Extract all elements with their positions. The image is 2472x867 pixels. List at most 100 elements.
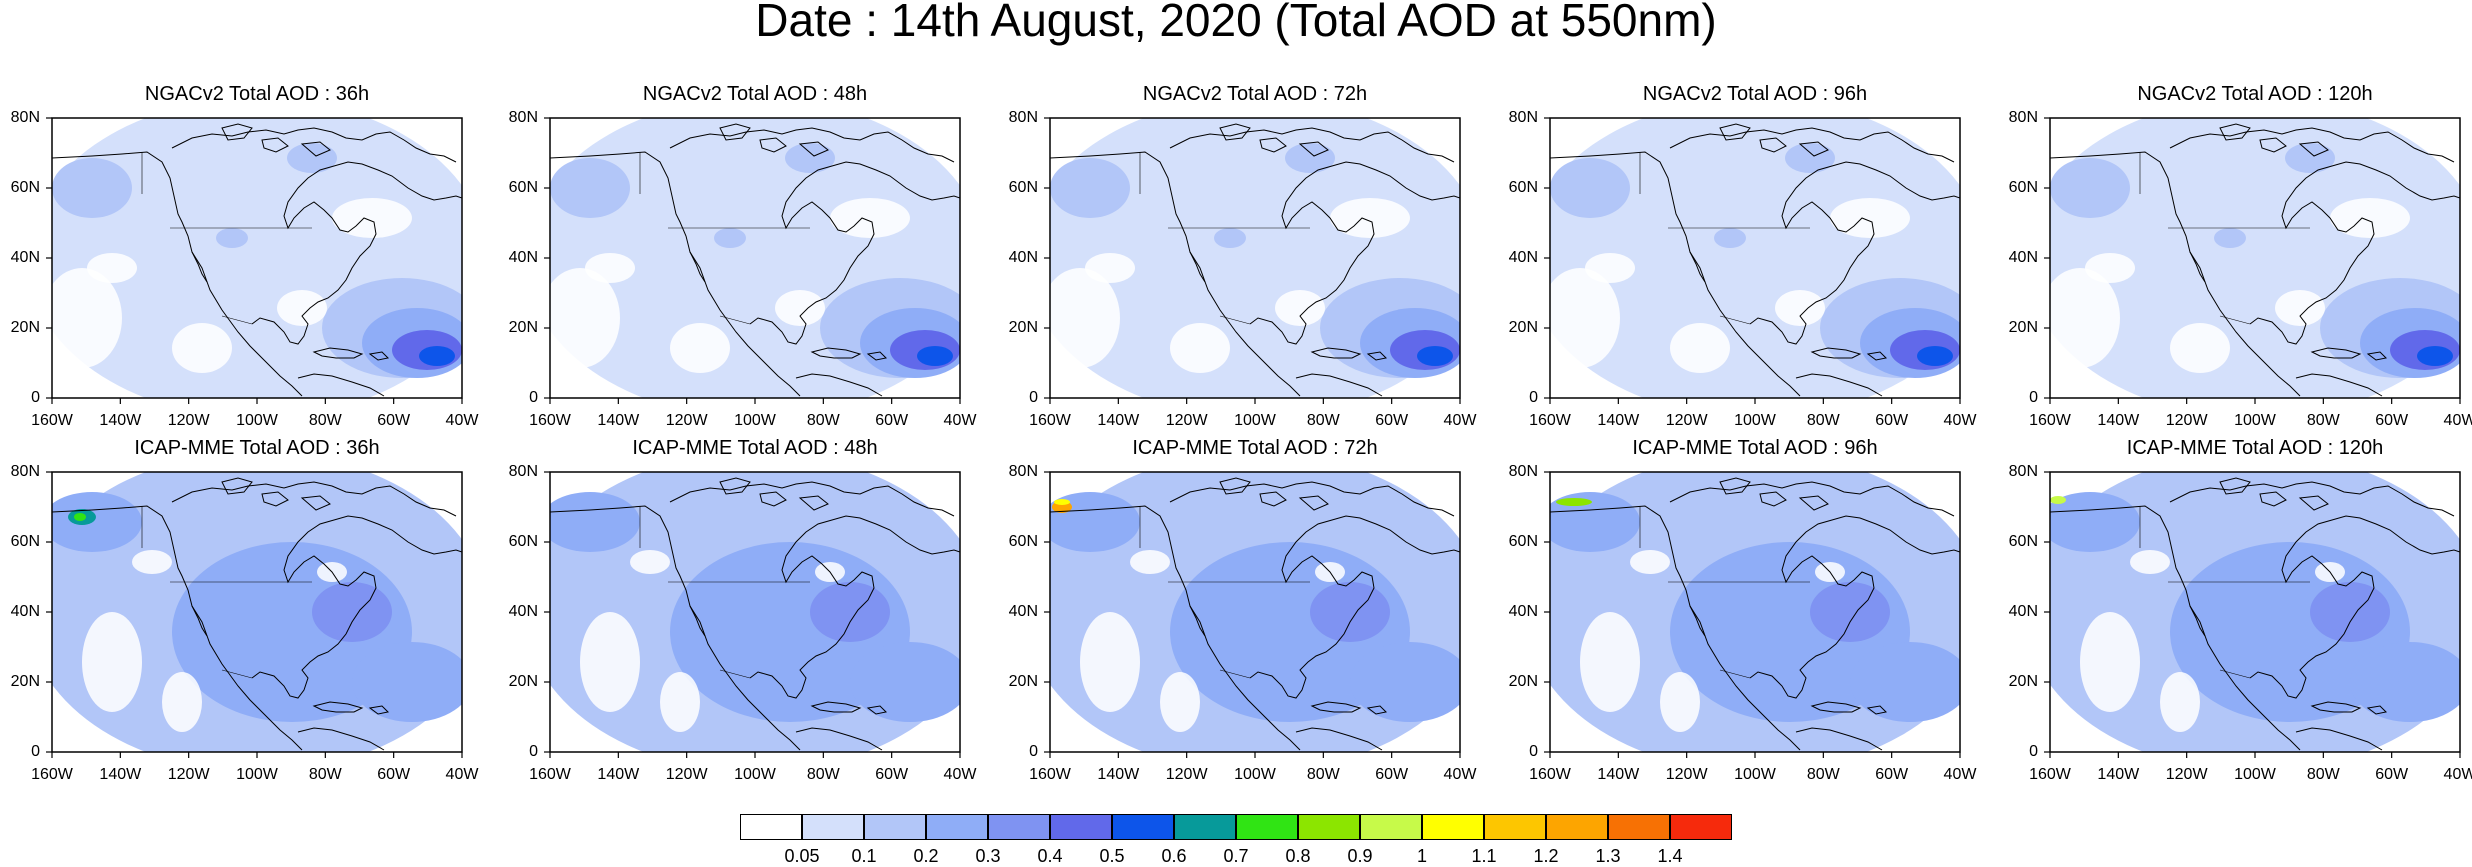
- coastline: [251, 515, 462, 699]
- coastline: [1050, 505, 1301, 751]
- lon-tick-label: 140W: [99, 766, 142, 783]
- colorbar-label: 0.05: [784, 846, 820, 866]
- lon-tick-label: 140W: [597, 412, 640, 429]
- aod-shading: [2214, 228, 2246, 248]
- aod-shading: [1214, 228, 1246, 248]
- coastline: [2219, 477, 2251, 495]
- clear-air-region: [172, 323, 232, 373]
- lon-tick-label: 80W: [806, 766, 840, 783]
- lat-tick-label: 20N: [1508, 673, 1538, 690]
- lat-tick-label: 20N: [1508, 319, 1538, 336]
- lon-tick-label: 120W: [167, 412, 210, 429]
- lon-tick-label: 140W: [597, 766, 640, 783]
- aod-map: [46, 117, 463, 404]
- lat-tick-label: 60N: [1508, 179, 1538, 196]
- lat-tick-label: 60N: [2008, 179, 2038, 196]
- lat-tick-label: 40N: [508, 603, 538, 620]
- coastline: [2219, 123, 2251, 141]
- lat-tick-label: 40N: [1008, 249, 1038, 266]
- clear-air-region: [52, 268, 122, 368]
- country-border: [1719, 315, 1751, 325]
- lon-tick-label: 100W: [236, 766, 278, 783]
- coastline: [2366, 351, 2388, 361]
- lat-tick-label: 60N: [1008, 179, 1038, 196]
- aod-shading: [2050, 158, 2130, 218]
- lon-tick-label: 160W: [2029, 412, 2071, 429]
- lon-tick-label: 60W: [2375, 766, 2409, 783]
- lat-tick-label: 40N: [2008, 249, 2038, 266]
- coastline: [2189, 251, 2206, 283]
- coastline: [689, 605, 706, 637]
- coastline: [810, 347, 862, 359]
- coastline: [749, 515, 960, 699]
- aod-map: [1044, 471, 1461, 758]
- coastline: [251, 161, 462, 345]
- lon-tick-label: 80W: [806, 412, 840, 429]
- clear-air-region: [830, 198, 910, 238]
- aod-shading: [312, 582, 392, 642]
- coastline: [2249, 161, 2460, 345]
- colorbar-label: 0.5: [1099, 846, 1125, 866]
- lon-tick-label: 60W: [1875, 412, 1909, 429]
- lon-tick-label: 80W: [2306, 412, 2340, 429]
- lon-tick-label: 40W: [445, 766, 479, 783]
- coastline: [1298, 495, 1329, 511]
- country-border: [719, 669, 751, 679]
- lat-tick-label: 0: [31, 389, 40, 406]
- aod-shading: [785, 143, 835, 173]
- lat-tick-label: 20N: [2008, 673, 2038, 690]
- lon-tick-label: 100W: [2234, 412, 2276, 429]
- lon-tick-label: 120W: [1665, 766, 1708, 783]
- coastline: [2259, 137, 2287, 153]
- lon-tick-label: 120W: [2165, 766, 2208, 783]
- aod-shading: [1550, 158, 1630, 218]
- coastline: [1719, 477, 1751, 495]
- coastline: [2295, 373, 2383, 397]
- aod-shading: [2285, 143, 2335, 173]
- lon-tick-label: 160W: [2029, 766, 2071, 783]
- country-border: [221, 315, 253, 325]
- lon-tick-label: 100W: [1234, 766, 1276, 783]
- clear-air-region: [2085, 253, 2135, 283]
- lon-tick-label: 160W: [1529, 412, 1571, 429]
- clear-air-region: [1585, 253, 1635, 283]
- coastline: [1219, 123, 1251, 141]
- colorbar-label: 0.7: [1223, 846, 1249, 866]
- country-border: [1219, 669, 1251, 679]
- clear-air-region: [2080, 612, 2140, 712]
- lat-tick-label: 40N: [1008, 603, 1038, 620]
- aod-shading: [1285, 143, 1335, 173]
- clear-air-region: [580, 612, 640, 712]
- lon-tick-label: 140W: [99, 412, 142, 429]
- clear-air-region: [670, 323, 730, 373]
- coastline: [1798, 495, 1829, 511]
- clear-air-region: [585, 253, 635, 283]
- coastline: [297, 727, 385, 751]
- map-panel: NGACv2 Total AOD : 96h 80N 60N 40N 20N 0 160W 1…: [1509, 83, 1977, 429]
- clear-air-region: [2130, 550, 2170, 574]
- lat-tick-label: 0: [1029, 743, 1038, 760]
- coastline: [1759, 137, 1787, 153]
- lon-tick-label: 140W: [1097, 766, 1140, 783]
- coastline: [312, 701, 364, 713]
- coastline: [2050, 151, 2301, 397]
- lon-tick-label: 80W: [1806, 412, 1840, 429]
- aod-map: [1544, 117, 1961, 404]
- aod-shading: [1310, 582, 1390, 642]
- lat-tick-label: 80N: [10, 109, 40, 126]
- aod-shading: [550, 158, 630, 218]
- coastline: [2169, 481, 2455, 517]
- lat-tick-label: 80N: [1008, 109, 1038, 126]
- lat-tick-label: 0: [1529, 743, 1538, 760]
- lon-tick-label: 40W: [1443, 412, 1477, 429]
- lat-tick-label: 80N: [508, 463, 538, 480]
- coastline: [759, 137, 787, 153]
- coastline: [2259, 491, 2287, 507]
- lon-tick-label: 120W: [665, 766, 708, 783]
- aod-shading: [1050, 492, 1140, 552]
- lon-tick-label: 80W: [1806, 766, 1840, 783]
- coastline: [1295, 727, 1383, 751]
- lat-tick-label: 60N: [10, 533, 40, 550]
- lon-tick-label: 120W: [1165, 412, 1208, 429]
- coastline: [798, 495, 829, 511]
